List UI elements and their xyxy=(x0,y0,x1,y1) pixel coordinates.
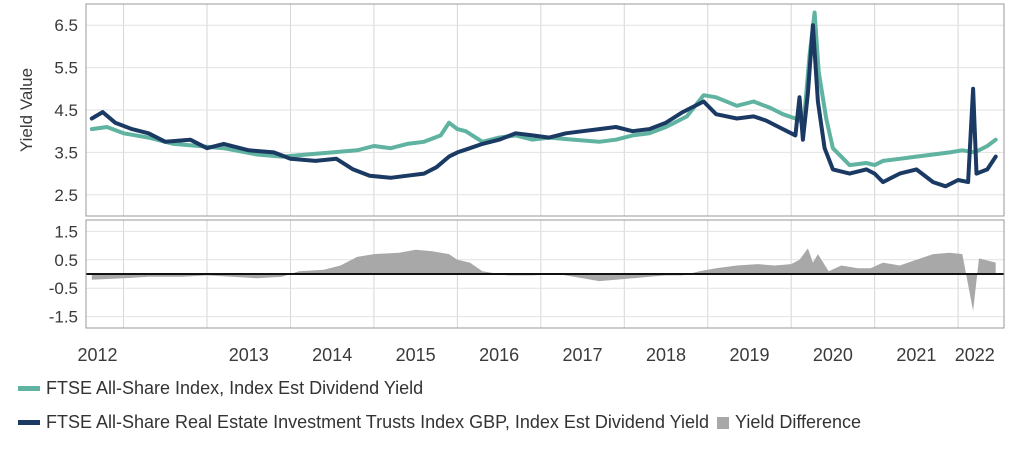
legend-line-swatch-1 xyxy=(18,386,40,391)
legend-label-3: Yield Difference xyxy=(735,412,862,432)
x-tick-2021: 2021 xyxy=(896,345,936,365)
x-tick-2022: 2022 xyxy=(955,345,995,365)
x-tick-2014: 2014 xyxy=(312,345,352,365)
legend-label-2: FTSE All-Share Real Estate Investment Tr… xyxy=(46,412,709,432)
x-tick-2018: 2018 xyxy=(646,345,686,365)
y-tick-top-1: 5.5 xyxy=(54,59,78,78)
legend-row-2: FTSE All-Share Real Estate Investment Tr… xyxy=(18,412,861,433)
top-panel-frame xyxy=(85,3,1005,217)
legend-label-1: FTSE All-Share Index, Index Est Dividend… xyxy=(46,378,424,398)
y-tick-top-4: 2.5 xyxy=(54,186,78,205)
y-tick-bottom-0: 1.5 xyxy=(54,222,78,241)
series-line-1 xyxy=(89,10,998,168)
y-tick-top-0: 6.5 xyxy=(54,16,78,35)
x-tick-2019: 2019 xyxy=(729,345,769,365)
x-tick-2017: 2017 xyxy=(563,345,603,365)
series-yield-difference-area xyxy=(91,248,996,311)
legend-row-1: FTSE All-Share Index, Index Est Dividend… xyxy=(18,378,423,399)
y-tick-bottom-1: 0.5 xyxy=(54,251,78,270)
x-tick-2020: 2020 xyxy=(813,345,853,365)
bottom-panel-frame xyxy=(85,219,1005,329)
y-axis-label: Yield Value xyxy=(17,68,36,152)
y-tick-bottom-2: -0.5 xyxy=(49,279,78,298)
series-line-2 xyxy=(89,23,998,189)
y-tick-top-2: 4.5 xyxy=(54,101,78,120)
x-tick-2013: 2013 xyxy=(229,345,269,365)
y-tick-top-3: 3.5 xyxy=(54,143,78,162)
x-tick-2012: 2012 xyxy=(78,345,118,365)
legend-line-swatch-2 xyxy=(18,420,40,425)
legend-box-swatch-3 xyxy=(717,416,729,429)
y-tick-bottom-3: -1.5 xyxy=(49,308,78,327)
x-tick-2015: 2015 xyxy=(396,345,436,365)
x-tick-2016: 2016 xyxy=(479,345,519,365)
